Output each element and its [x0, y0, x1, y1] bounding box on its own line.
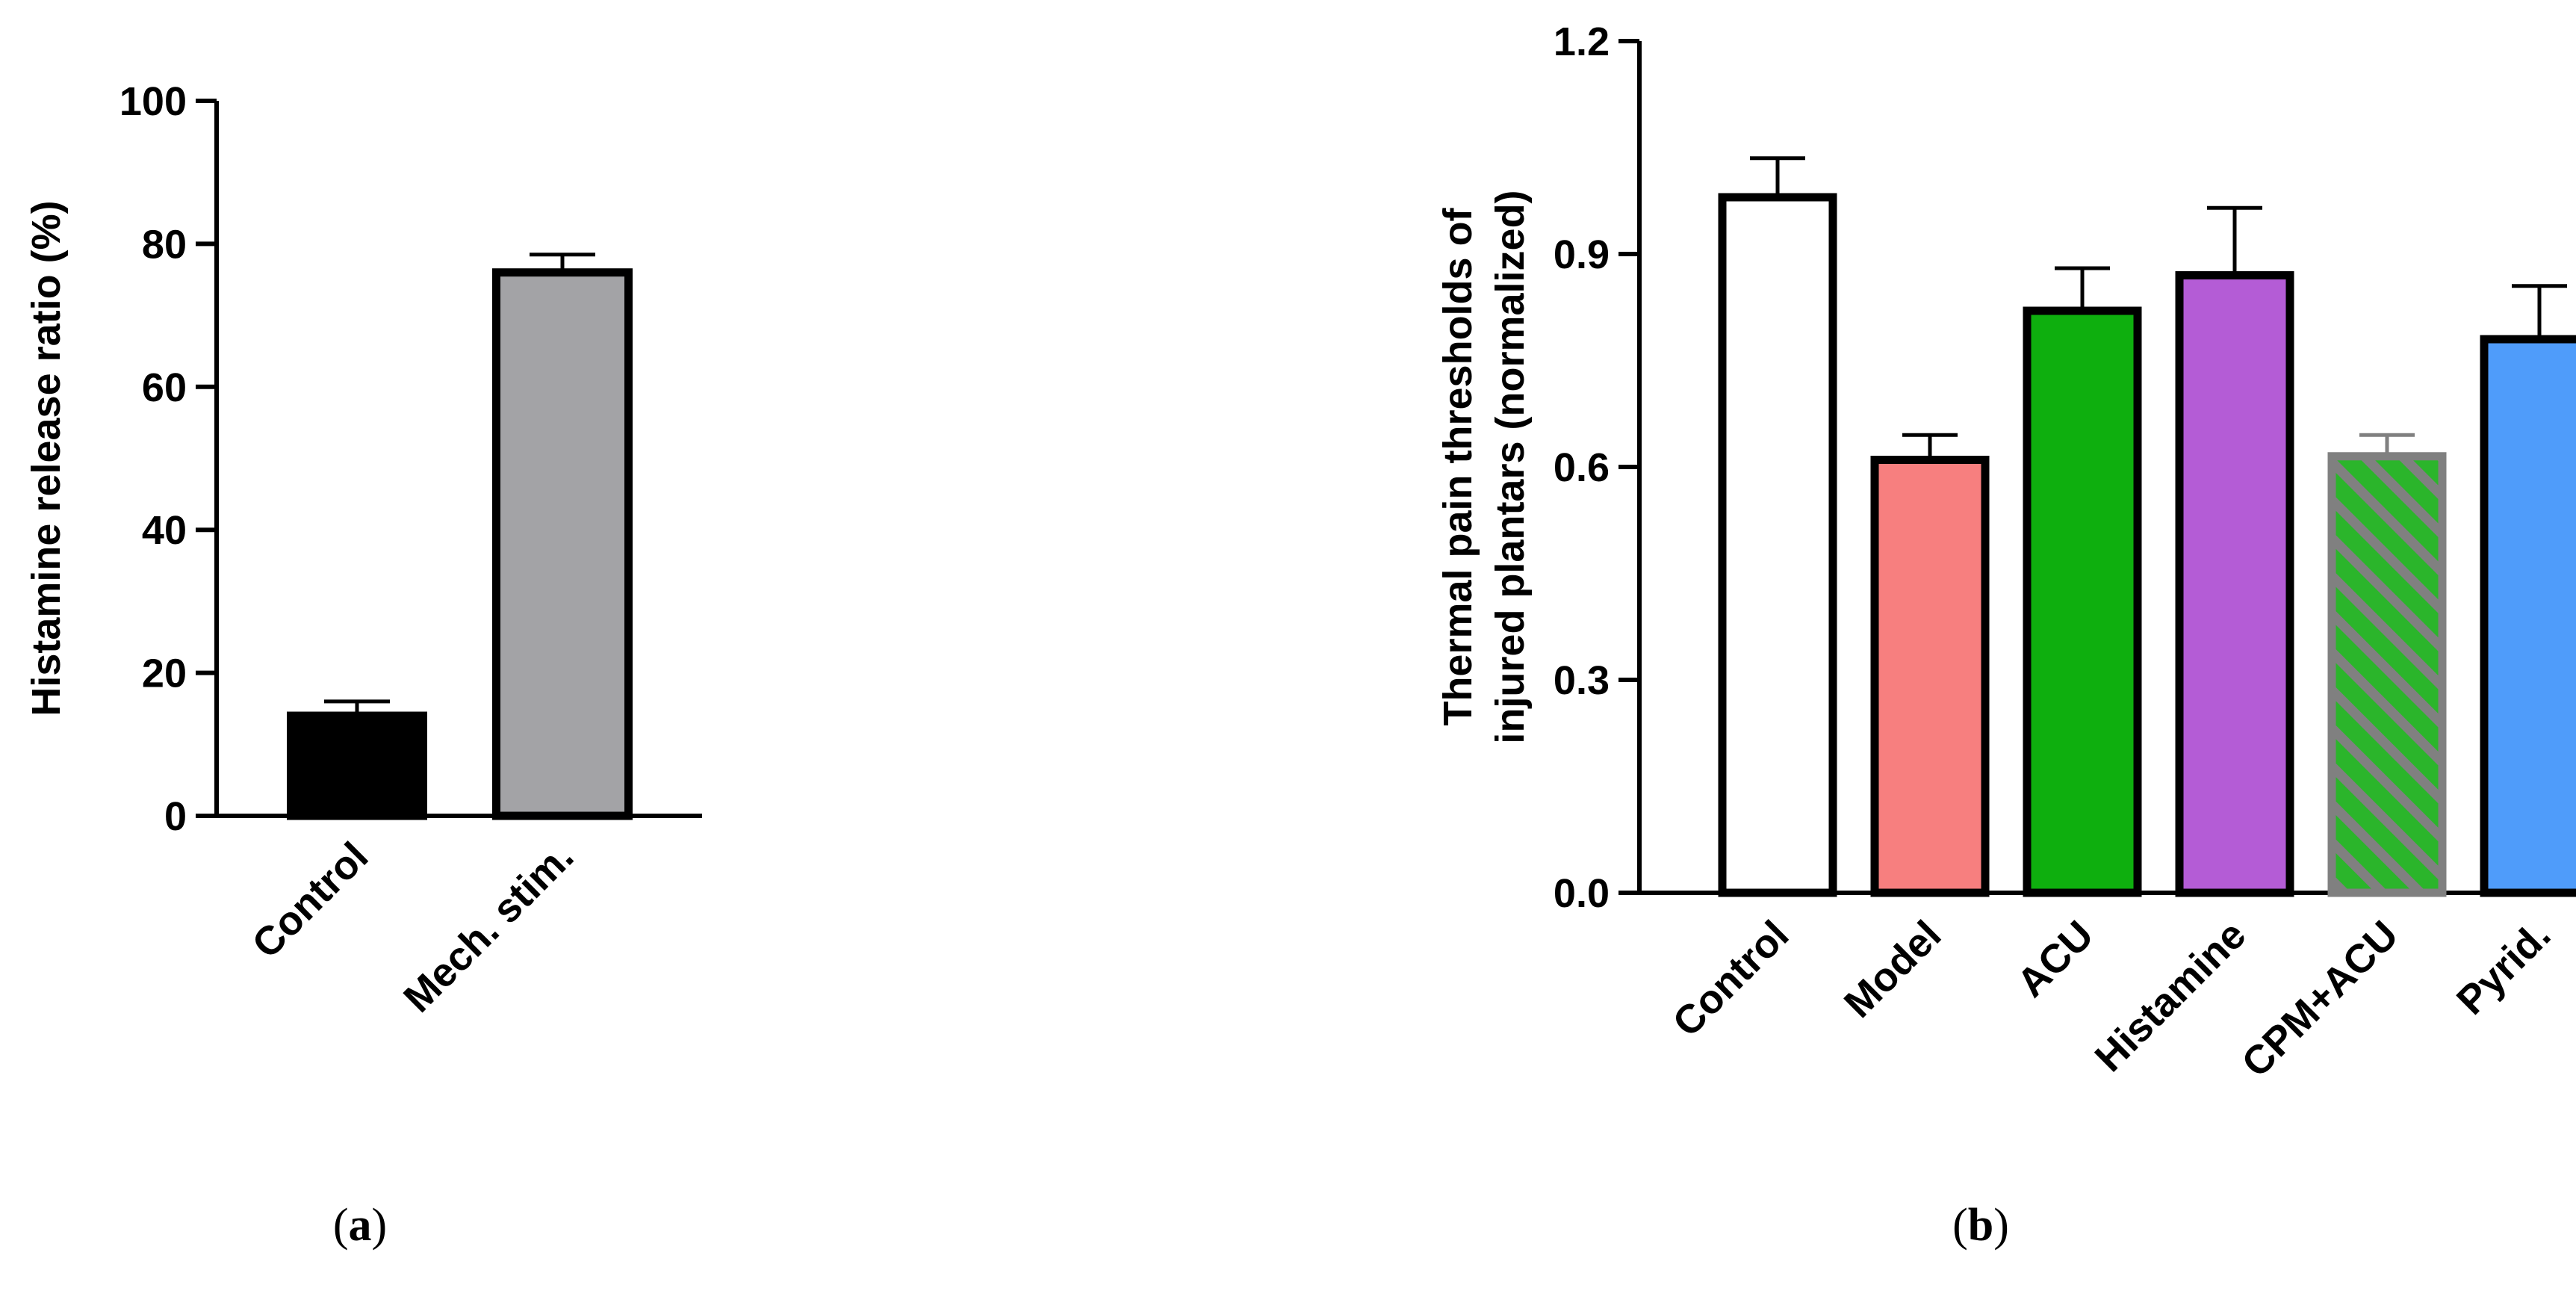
bar-model — [1870, 456, 1990, 897]
y-axis-title: Thermal pain thresholds of injured planta… — [1436, 190, 1533, 743]
y-axis-title-line: Thermal pain thresholds of — [1436, 207, 1480, 725]
x-tick-label: Mech. stim. — [395, 834, 582, 1021]
y-tick-label: 0.9 — [1554, 232, 1610, 277]
y-tick-label: 1.2 — [1554, 19, 1610, 64]
y-tick-label: 80 — [142, 222, 187, 267]
y-tick-label: 100 — [120, 79, 187, 124]
y-axis-title: Histamine release ratio (%) — [24, 200, 69, 716]
x-tick-label: Pyrid. — [2448, 912, 2560, 1024]
y-tick-label: 20 — [142, 651, 187, 696]
y-tick-label: 0.0 — [1554, 871, 1610, 916]
x-tick-label: ACU — [2008, 912, 2102, 1006]
x-tick-label: Model — [1836, 912, 1950, 1027]
x-tick-label: Control — [1664, 912, 1797, 1045]
chart-b: 0.0 0.3 0.6 0.9 1.2 Thermal pain thresholds o… — [1436, 19, 2576, 1086]
bar-control — [1718, 193, 1837, 897]
bar-acu — [2023, 306, 2142, 897]
y-axis-title-line: injured plantars (normalized) — [1488, 190, 1533, 743]
bar-pyrid — [2480, 335, 2576, 897]
y-tick-label: 0.3 — [1554, 658, 1610, 703]
y-tick-label: 40 — [142, 508, 187, 553]
bar-mech-stim — [492, 268, 633, 820]
bar-control — [287, 711, 427, 820]
bar-cpm-acu — [2327, 452, 2447, 897]
y-axis-title-line: Histamine release ratio (%) — [24, 200, 69, 716]
panel-label-b: (b) — [1952, 1200, 2009, 1251]
y-tick-label: 60 — [142, 365, 187, 410]
bar-histamine — [2175, 271, 2294, 897]
x-tick-label: Histamine — [2087, 912, 2255, 1080]
y-tick-label: 0.6 — [1554, 445, 1610, 490]
x-tick-label: Control — [243, 834, 376, 967]
x-tick-label: CPM+ACU — [2233, 912, 2406, 1086]
panel-label-a: (a) — [333, 1200, 387, 1251]
y-tick-label: 0 — [164, 794, 187, 839]
chart-a: 0 20 40 60 80 100 Histamine release ratio (%) C… — [24, 79, 702, 1021]
